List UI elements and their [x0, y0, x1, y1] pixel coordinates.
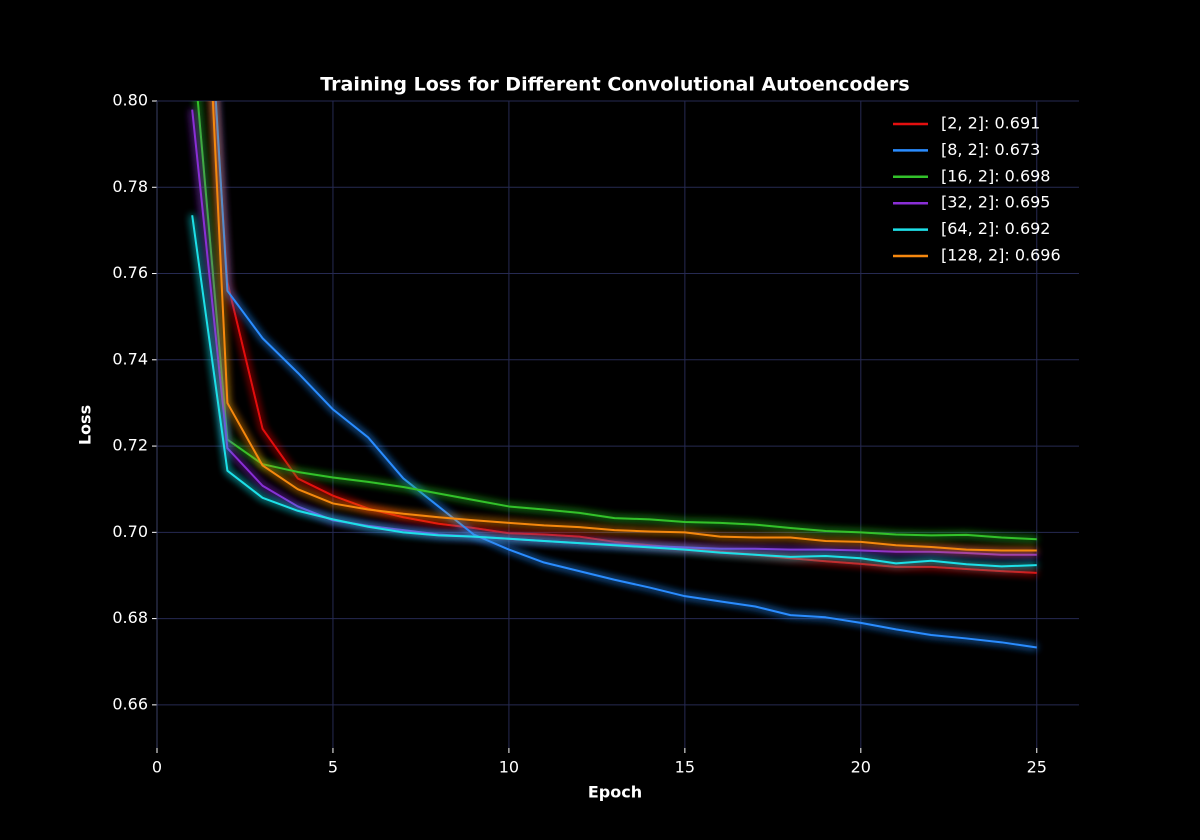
y-tick-label: 0.72 — [112, 436, 148, 455]
legend-label: [128, 2]: 0.696 — [941, 246, 1061, 265]
x-tick-label: 25 — [1027, 758, 1047, 777]
legend: [2, 2]: 0.691 [8, 2]: 0.673 [16, 2]: 0.698… — [893, 114, 1061, 265]
x-axis-label: Epoch — [588, 783, 642, 802]
y-tick-label: 0.78 — [112, 177, 148, 196]
y-tick-label: 0.80 — [112, 91, 148, 110]
chart-title: Training Loss for Different Convolutiona… — [320, 74, 909, 96]
grid: 0.66 0.68 0.70 0.72 0.74 0.76 0.78 0.80 0 5 10 15 20… — [112, 91, 1079, 777]
x-tick-label: 10 — [499, 758, 519, 777]
x-tick-label: 20 — [851, 758, 871, 777]
x-tick-label: 15 — [675, 758, 695, 777]
legend-label: [16, 2]: 0.698 — [941, 166, 1050, 185]
legend-label: [64, 2]: 0.692 — [941, 219, 1050, 238]
y-tick-label: 0.66 — [112, 694, 148, 713]
y-tick-label: 0.68 — [112, 608, 148, 627]
series-line — [214, 101, 1037, 649]
legend-label: [32, 2]: 0.695 — [941, 193, 1050, 212]
series-line — [211, 101, 1037, 552]
y-tick-label: 0.76 — [112, 263, 148, 282]
x-tick-label: 5 — [328, 758, 338, 777]
series-line — [214, 101, 1037, 574]
legend-label: [8, 2]: 0.673 — [941, 140, 1040, 159]
y-axis-label: Loss — [76, 405, 95, 445]
legend-label: [2, 2]: 0.691 — [941, 114, 1040, 133]
series-line — [196, 101, 1037, 541]
plot-area — [191, 101, 1037, 649]
x-tick-label: 0 — [152, 758, 162, 777]
series-line — [191, 215, 1037, 568]
y-tick-label: 0.74 — [112, 349, 148, 368]
y-tick-label: 0.70 — [112, 522, 148, 541]
